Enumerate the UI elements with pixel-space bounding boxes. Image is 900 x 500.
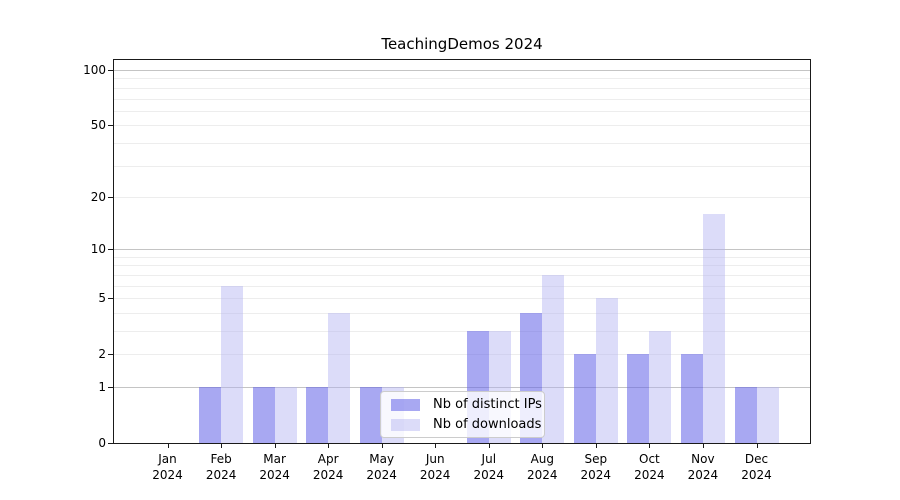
x-tick-dec <box>756 443 758 448</box>
legend-label-distinct-ips: Nb of distinct IPs <box>433 397 542 412</box>
legend-entry-distinct-ips: Nb of distinct IPs <box>381 396 544 413</box>
y-tick-label-1: 1 <box>98 380 106 394</box>
x-tick-feb <box>221 443 223 448</box>
bar-downloads-aug <box>542 274 565 443</box>
y-tick-label-0: 0 <box>98 436 106 450</box>
y-tick-1 <box>108 387 113 388</box>
gridline-minor-40 <box>114 142 810 144</box>
bar-downloads-feb <box>221 285 244 443</box>
bar-distinct-ips-may <box>359 387 382 443</box>
y-tick-label-10: 10 <box>90 242 106 257</box>
x-tick-label-nov: Nov 2024 <box>687 452 719 483</box>
x-tick-oct <box>649 443 651 448</box>
x-tick-nov <box>702 443 704 448</box>
y-tick-20 <box>108 196 113 198</box>
bar-distinct-ips-apr <box>306 387 329 443</box>
legend-swatch-distinct-ips <box>391 398 420 411</box>
y-tick-label-50: 50 <box>90 118 106 133</box>
x-tick-label-aug: Aug 2024 <box>527 452 558 483</box>
gridline-minor-6 <box>114 285 810 287</box>
gridline-minor-50 <box>114 125 810 127</box>
gridline-minor-70 <box>114 98 810 100</box>
bar-distinct-ips-oct <box>627 354 650 443</box>
gridline-minor-60 <box>114 110 810 112</box>
bar-distinct-ips-feb <box>199 387 222 443</box>
x-tick-jul <box>488 443 490 448</box>
gridline-minor-90 <box>114 78 810 80</box>
legend-entry-downloads: Nb of downloads <box>381 416 544 433</box>
x-tick-sep <box>595 443 597 448</box>
x-tick-jun <box>435 443 437 448</box>
x-tick-label-jul: Jul 2024 <box>473 452 505 483</box>
x-tick-label-jun: Jun 2024 <box>419 452 451 483</box>
gridline-minor-2 <box>114 354 810 356</box>
y-tick-50 <box>108 125 113 127</box>
gridline-minor-3 <box>114 331 810 332</box>
bar-downloads-mar <box>274 387 297 443</box>
x-tick-label-feb: Feb 2024 <box>205 452 237 483</box>
y-tick-label-2: 2 <box>98 347 106 362</box>
y-tick-0 <box>108 443 113 444</box>
gridline-minor-4 <box>114 312 810 314</box>
plot-area: Nb of distinct IPs Nb of downloads Jan 2… <box>83 59 811 482</box>
gridline-minor-7 <box>114 274 810 276</box>
gridline-major-1 <box>114 387 810 388</box>
x-tick-may <box>381 443 383 448</box>
x-tick-label-apr: Apr 2024 <box>312 452 344 483</box>
gridline-major-100 <box>114 70 810 71</box>
x-tick-apr <box>328 443 330 448</box>
x-tick-jan <box>167 443 169 448</box>
gridline-minor-9 <box>114 256 810 258</box>
bar-downloads-sep <box>595 298 618 443</box>
x-tick-label-jan: Jan 2024 <box>152 452 183 483</box>
bar-distinct-ips-sep <box>573 354 596 443</box>
x-tick-label-dec: Dec 2024 <box>741 452 772 483</box>
y-tick-label-100: 100 <box>83 63 106 77</box>
x-tick-mar <box>274 443 276 448</box>
y-tick-10 <box>108 249 113 251</box>
gridline-minor-30 <box>114 165 810 167</box>
bar-downloads-dec <box>756 387 779 443</box>
bar-downloads-nov <box>702 214 725 443</box>
legend-swatch-downloads <box>391 418 420 431</box>
legend: Nb of distinct IPs Nb of downloads <box>380 391 545 438</box>
gridline-minor-20 <box>114 196 810 198</box>
gridline-minor-8 <box>114 265 810 267</box>
x-tick-label-mar: Mar 2024 <box>259 452 290 483</box>
gridline-minor-5 <box>114 298 810 300</box>
x-tick-label-sep: Sep 2024 <box>580 452 612 483</box>
bar-distinct-ips-dec <box>734 387 757 443</box>
bar-distinct-ips-nov <box>680 354 703 443</box>
x-tick-aug <box>542 443 544 448</box>
chart-title: TeachingDemos 2024 <box>381 35 543 53</box>
gridline-minor-80 <box>114 87 810 89</box>
bar-downloads-oct <box>649 331 672 443</box>
gridline-major-10 <box>114 249 810 251</box>
y-tick-2 <box>108 354 113 356</box>
bar-distinct-ips-mar <box>252 387 275 443</box>
legend-label-downloads: Nb of downloads <box>433 417 542 432</box>
bar-downloads-apr <box>328 312 351 443</box>
x-tick-label-oct: Oct 2024 <box>634 452 665 483</box>
x-tick-label-may: May 2024 <box>366 452 397 483</box>
y-tick-label-20: 20 <box>90 189 106 204</box>
y-tick-label-5: 5 <box>98 291 106 306</box>
y-tick-100 <box>108 70 113 71</box>
y-tick-5 <box>108 298 113 300</box>
